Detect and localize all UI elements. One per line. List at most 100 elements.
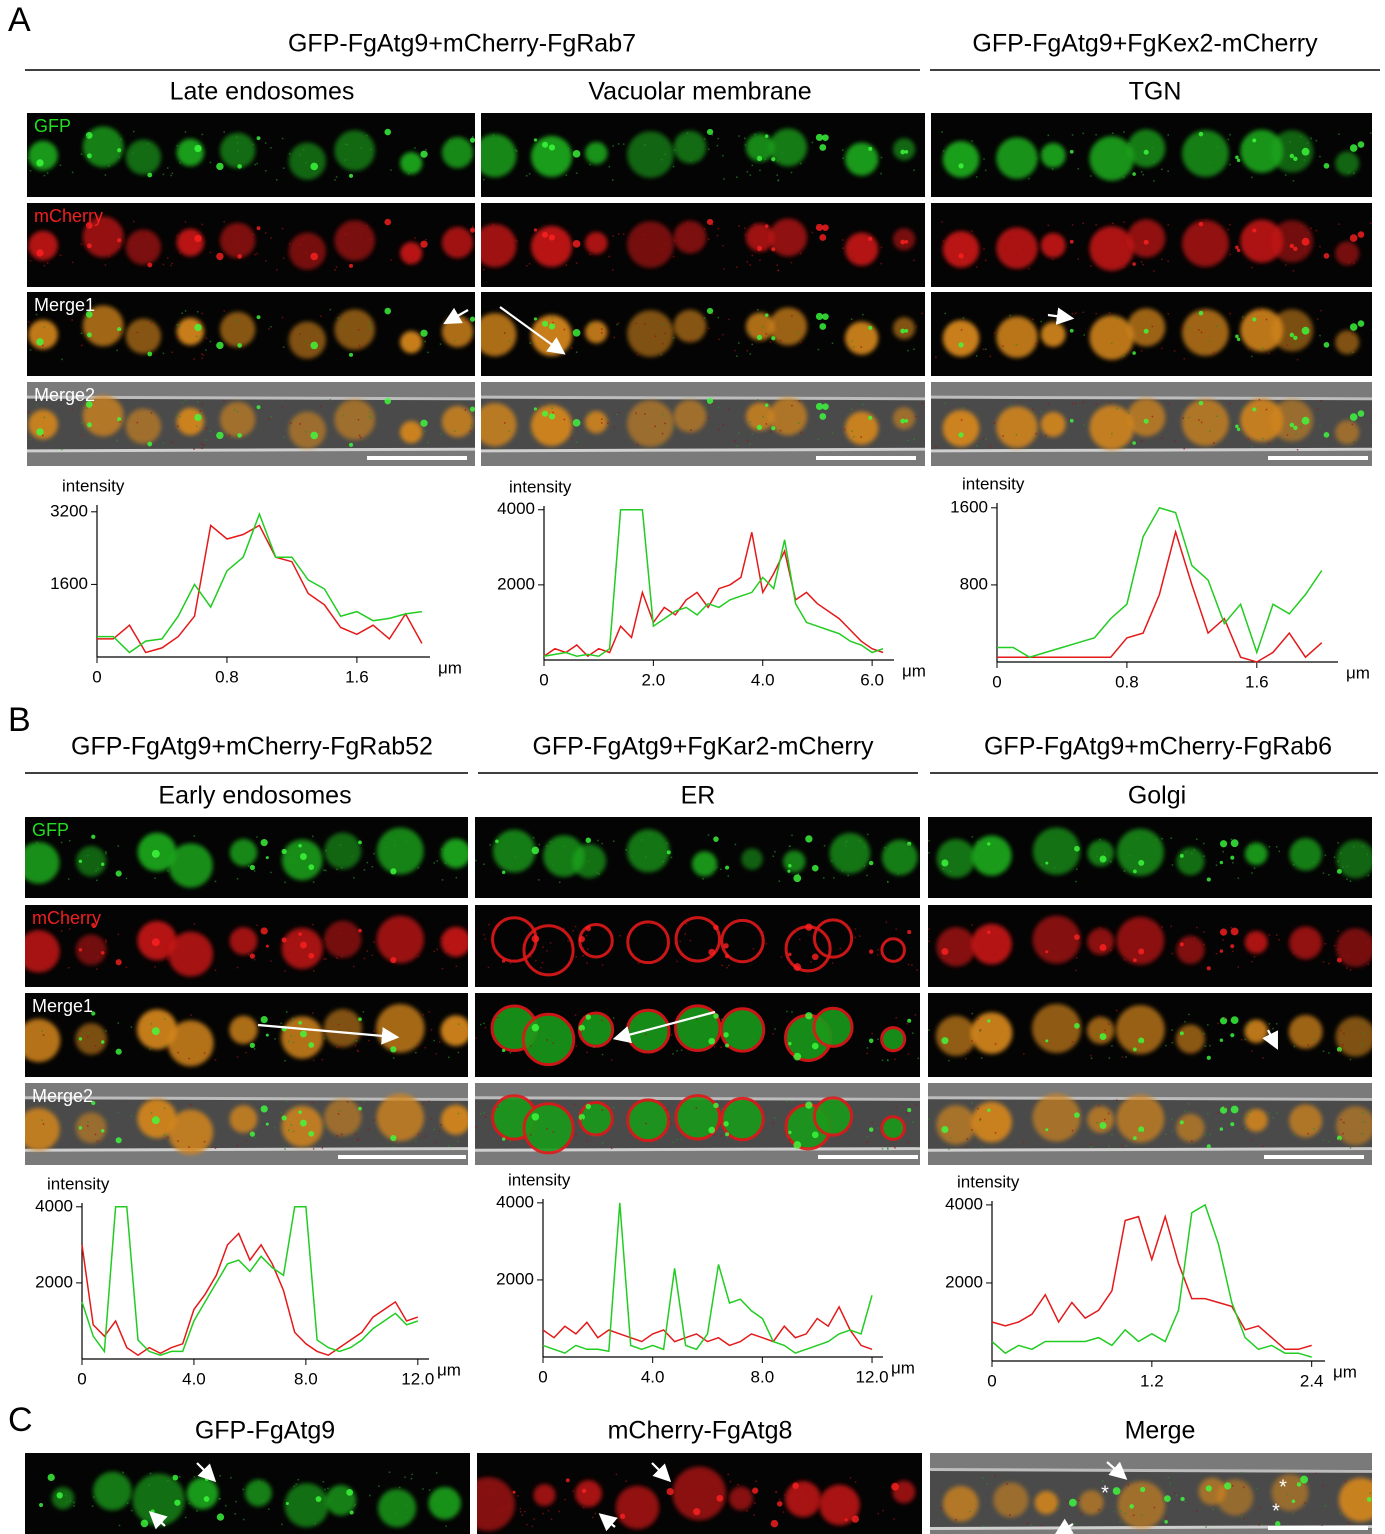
speckle xyxy=(68,967,70,969)
speckle xyxy=(915,1014,917,1016)
speckle xyxy=(1350,1147,1352,1149)
puncta xyxy=(87,243,92,248)
vesicle xyxy=(1127,219,1165,257)
speckle xyxy=(550,942,552,944)
speckle xyxy=(177,1052,179,1054)
speckle xyxy=(1109,402,1111,404)
speckle xyxy=(81,333,83,335)
speckle xyxy=(1255,948,1257,950)
speckle xyxy=(87,318,89,320)
speckle xyxy=(1343,1033,1345,1035)
speckle xyxy=(995,954,997,956)
speckle xyxy=(202,403,204,405)
speckle xyxy=(1072,134,1074,136)
vesicle xyxy=(282,1106,323,1147)
speckle xyxy=(1141,350,1143,352)
speckle xyxy=(60,255,62,257)
speckle xyxy=(119,421,121,423)
speckle xyxy=(237,1056,239,1058)
speckle xyxy=(712,224,714,226)
speckle xyxy=(669,1029,671,1031)
speckle xyxy=(245,1140,247,1142)
speckle xyxy=(190,1014,192,1016)
speckle xyxy=(669,940,671,942)
speckle xyxy=(1348,172,1350,174)
speckle xyxy=(1083,223,1085,225)
speckle xyxy=(730,1481,732,1483)
puncta xyxy=(1164,1520,1168,1524)
speckle xyxy=(679,941,681,943)
speckle xyxy=(351,855,353,857)
speckle xyxy=(913,439,915,441)
puncta xyxy=(141,1520,149,1528)
vesicle-ring xyxy=(882,1028,905,1051)
speckle xyxy=(340,1021,342,1023)
speckle xyxy=(928,928,930,930)
puncta xyxy=(1231,928,1239,936)
speckle xyxy=(1249,845,1251,847)
puncta xyxy=(495,839,499,843)
vesicle-ring xyxy=(814,1008,852,1046)
speckle xyxy=(612,145,614,147)
puncta xyxy=(757,425,762,430)
puncta xyxy=(1290,423,1294,427)
puncta xyxy=(261,1016,268,1023)
speckle xyxy=(276,269,278,271)
speckle xyxy=(722,424,724,426)
speckle xyxy=(1251,267,1253,269)
x-tick-label: 1.6 xyxy=(345,667,369,686)
speckle xyxy=(237,878,239,880)
speckle xyxy=(252,234,254,236)
puncta xyxy=(987,931,990,934)
speckle xyxy=(347,1101,349,1103)
puncta xyxy=(87,153,92,158)
speckle xyxy=(526,1524,528,1526)
speckle xyxy=(248,954,250,956)
speckle xyxy=(185,310,187,312)
speckle xyxy=(1319,156,1321,158)
speckle xyxy=(727,1474,729,1476)
speckle xyxy=(405,841,407,843)
puncta xyxy=(941,1037,948,1044)
speckle xyxy=(215,881,217,883)
speckle xyxy=(1209,161,1211,163)
x-tick-label: 2.4 xyxy=(1300,1371,1324,1390)
speckle xyxy=(118,157,120,159)
speckle xyxy=(1066,1501,1068,1503)
speckle xyxy=(334,179,336,181)
speckle xyxy=(530,956,532,958)
puncta xyxy=(900,419,905,424)
speckle xyxy=(895,928,897,930)
speckle xyxy=(1325,943,1327,945)
speckle xyxy=(824,1022,826,1024)
puncta xyxy=(822,403,829,410)
speckle xyxy=(193,448,195,450)
puncta xyxy=(1199,311,1204,316)
puncta xyxy=(542,411,548,417)
speckle xyxy=(507,1507,509,1509)
speckle xyxy=(1075,881,1077,883)
speckle xyxy=(887,1059,889,1061)
speckle xyxy=(1048,135,1050,137)
speckle xyxy=(735,844,737,846)
speckle xyxy=(254,870,256,872)
puncta xyxy=(300,1031,307,1038)
speckle xyxy=(167,870,169,872)
micrograph xyxy=(475,817,920,898)
speckle xyxy=(61,842,63,844)
speckle xyxy=(799,939,801,941)
puncta xyxy=(194,235,201,242)
speckle xyxy=(265,170,267,172)
bf-edge xyxy=(27,449,475,451)
column-title: TGN xyxy=(1129,78,1182,106)
speckle xyxy=(299,154,301,156)
speckle xyxy=(37,874,39,876)
speckle xyxy=(662,343,664,345)
speckle xyxy=(235,1513,237,1515)
speckle xyxy=(1116,1010,1118,1012)
puncta xyxy=(1074,846,1080,852)
speckle xyxy=(196,336,198,338)
puncta xyxy=(116,1137,122,1143)
speckle xyxy=(1165,1134,1167,1136)
puncta xyxy=(1206,1485,1212,1491)
